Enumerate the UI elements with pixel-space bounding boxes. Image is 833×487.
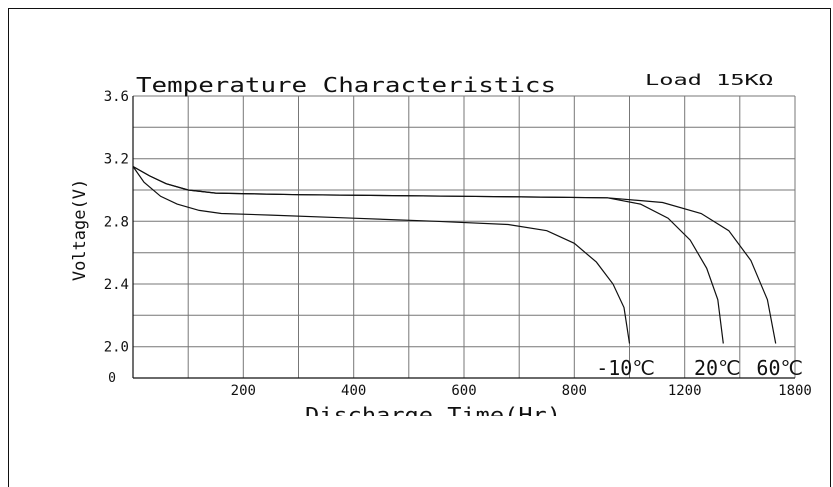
series-line-1 (132, 166, 631, 344)
x-tick-label: 400 (341, 383, 366, 399)
y-tick-label: 3.2 (104, 152, 129, 168)
x-label-mask (120, 416, 760, 430)
labels: Temperature Characteristics Load 15KΩ Vo… (70, 71, 812, 427)
origin-label: 0 (108, 371, 116, 386)
y-tick-label: 2.8 (104, 214, 129, 230)
series-end-label: -10℃ (596, 356, 655, 380)
y-tick-label: 3.6 (104, 89, 129, 105)
x-tick-label: 600 (451, 383, 476, 399)
y-axis-label: Voltage(V) (70, 179, 90, 281)
x-tick-label: 200 (231, 383, 256, 399)
series-end-label: 20℃ (694, 356, 741, 380)
y-tick-label: 2.4 (104, 277, 129, 293)
chart-subtitle: Load 15KΩ (645, 71, 773, 89)
series-lines (132, 165, 777, 344)
x-tick-label: 1800 (778, 383, 812, 399)
x-tick-label: 1200 (668, 383, 702, 399)
x-tick-label: 800 (562, 383, 587, 399)
series-line-3 (132, 165, 777, 344)
series-end-label: 60℃ (756, 356, 803, 380)
y-tick-label: 2.0 (104, 340, 129, 356)
chart-frame (8, 8, 831, 487)
grid (132, 95, 796, 379)
chart-title: Temperature Characteristics (136, 73, 556, 97)
